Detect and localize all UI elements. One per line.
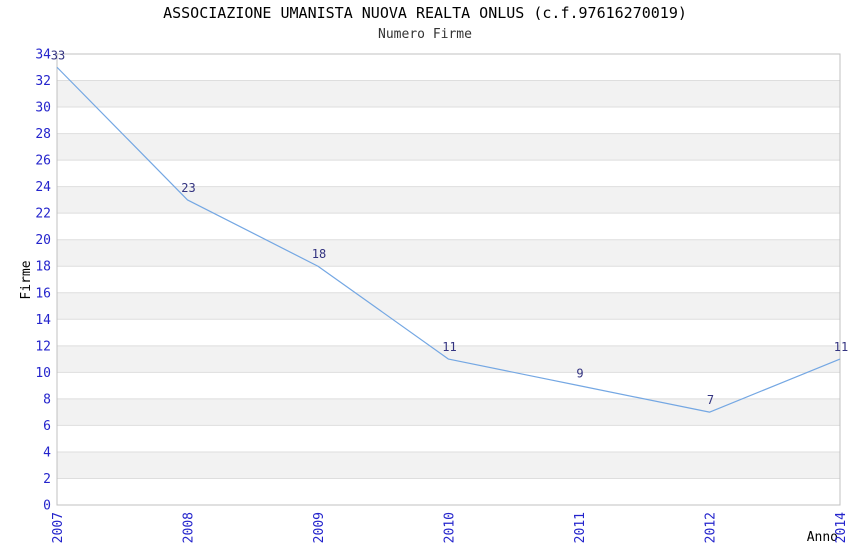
- grid-band: [57, 186, 840, 214]
- y-tick-label: 0: [43, 499, 51, 514]
- x-tick-label: 2008: [182, 512, 197, 543]
- grid-band: [57, 80, 840, 108]
- x-tick-label: 2014: [834, 512, 849, 543]
- grid-band: [57, 398, 840, 426]
- y-tick-label: 18: [35, 260, 51, 275]
- y-tick-label: 8: [43, 392, 51, 407]
- y-tick-label: 24: [35, 180, 51, 195]
- grid-band: [57, 292, 840, 320]
- y-tick-label: 10: [35, 366, 51, 381]
- x-tick-label: 2012: [704, 512, 719, 543]
- chart-title: ASSOCIAZIONE UMANISTA NUOVA REALTA ONLUS…: [163, 4, 687, 22]
- value-label: 9: [576, 367, 583, 381]
- x-axis-label: Anno: [806, 530, 838, 545]
- y-tick-label: 20: [35, 233, 51, 248]
- y-tick-label: 14: [35, 313, 51, 328]
- grid-band: [57, 451, 840, 479]
- grid-band: [57, 133, 840, 161]
- y-tick-label: 32: [35, 74, 51, 89]
- y-tick-label: 4: [43, 445, 51, 460]
- x-tick-label: 2007: [51, 512, 66, 543]
- chart-subtitle: Numero Firme: [378, 27, 472, 42]
- y-tick-label: 34: [35, 48, 51, 63]
- value-label: 11: [442, 340, 456, 354]
- x-tick-label: 2011: [573, 512, 588, 543]
- y-tick-label: 22: [35, 207, 51, 222]
- y-tick-label: 16: [35, 286, 51, 301]
- y-tick-label: 30: [35, 101, 51, 116]
- value-label: 7: [707, 393, 714, 407]
- x-tick-label: 2009: [312, 512, 327, 543]
- value-label: 11: [834, 340, 848, 354]
- y-tick-label: 6: [43, 419, 51, 434]
- x-tick-label: 2010: [443, 512, 458, 543]
- value-label: 23: [181, 181, 195, 195]
- y-tick-label: 26: [35, 154, 51, 169]
- plot-border: [56, 53, 841, 506]
- value-label: 18: [312, 247, 326, 261]
- y-tick-label: 12: [35, 339, 51, 354]
- y-tick-label: 2: [43, 472, 51, 487]
- data-line: [56, 66, 841, 413]
- grid-band: [57, 239, 840, 267]
- value-label: 33: [51, 48, 65, 62]
- y-tick-label: 28: [35, 127, 51, 142]
